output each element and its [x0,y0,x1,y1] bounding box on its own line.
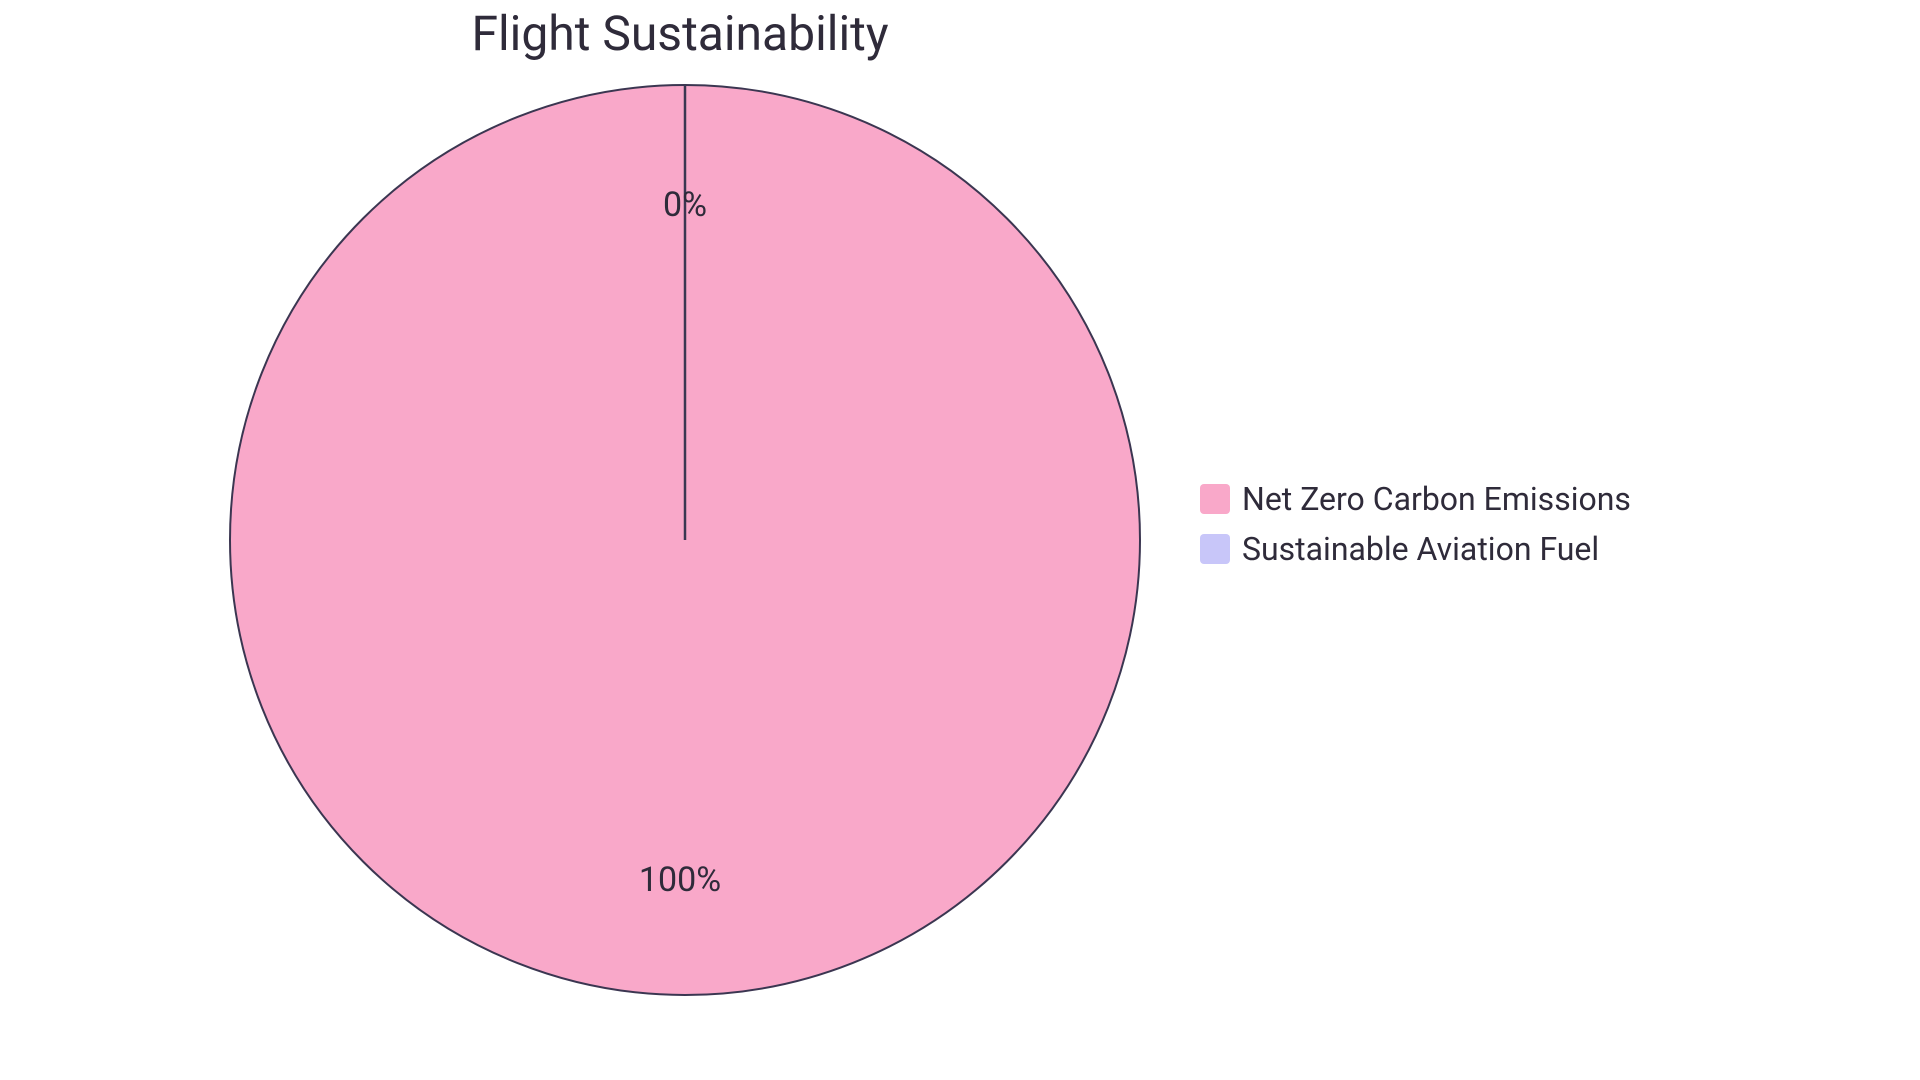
legend-item-1: Sustainable Aviation Fuel [1200,530,1631,568]
chart-container: Flight Sustainability 100% 0% Net Zero C… [0,0,1920,1080]
legend-label-0: Net Zero Carbon Emissions [1242,480,1631,518]
legend-swatch-0 [1200,484,1230,514]
pie-data-label-0: 100% [639,860,721,900]
legend: Net Zero Carbon Emissions Sustainable Av… [1200,480,1631,568]
chart-title: Flight Sustainability [430,5,930,62]
legend-item-0: Net Zero Carbon Emissions [1200,480,1631,518]
legend-label-1: Sustainable Aviation Fuel [1242,530,1599,568]
pie-data-label-1: 0% [663,185,707,225]
legend-swatch-1 [1200,534,1230,564]
